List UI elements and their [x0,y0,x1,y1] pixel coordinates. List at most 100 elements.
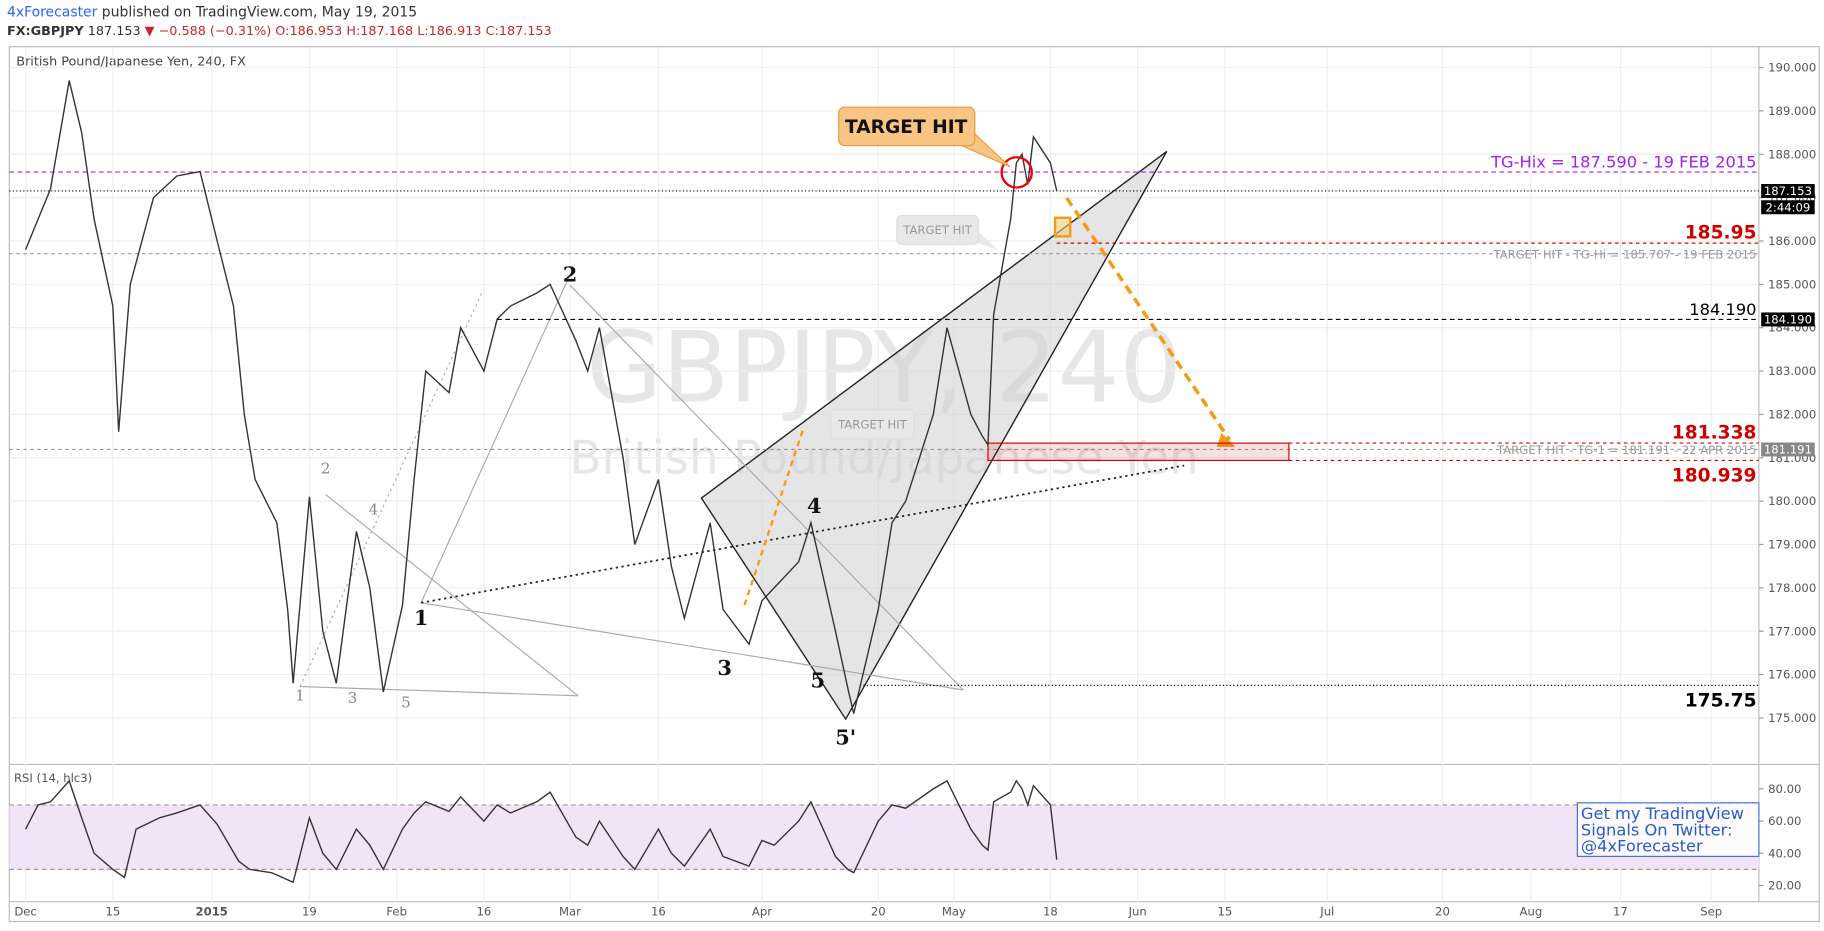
chart-title: British Pound/Japanese Yen, 240, FX [16,54,246,69]
price-tag [1761,312,1815,327]
y-tick-label: 190.000 [1768,61,1816,75]
minor-wave-label: 3 [348,689,358,707]
last-price: 187.153 [88,24,141,39]
published: published on TradingView.com, May 19, 20… [97,4,417,20]
y-tick-label: 180.000 [1768,494,1816,508]
symbol: FX:GBPJPY [7,24,84,39]
trend-line [300,685,579,697]
x-tick-label: May [942,905,966,919]
x-tick-label: Jul [1319,905,1334,919]
high: H:187.168 [346,24,413,39]
hit-box [1053,216,1072,238]
promo-text: Signals On Twitter: [1581,820,1733,839]
x-tick-label: 17 [1613,905,1628,919]
price-tag [1761,442,1815,457]
promo-text: @4xForecaster [1581,837,1703,856]
callout [829,409,915,440]
x-tick-label: 16 [651,905,666,919]
promo-text: Get my TradingView [1581,804,1744,823]
x-tick-label: Jun [1128,905,1147,919]
author: 4xForecaster [7,4,98,20]
x-tick-label: 20 [1435,905,1450,919]
y-tick-label: 185.000 [1768,277,1816,291]
level-label: TG-Hix = 187.590 - 19 FEB 2015 [1490,152,1756,171]
x-tick-label: Sep [1700,905,1722,919]
y-tick-label: 80.00 [1768,782,1801,796]
level-label: 175.75 [1685,690,1757,711]
x-tick-label: 18 [1043,905,1058,919]
minor-wave-label: 1 [295,686,305,704]
wave-label: 5 [810,668,825,693]
projection [1065,196,1232,441]
callout-label: TARGET HIT [902,223,973,237]
wave-label: 3 [717,655,732,680]
x-tick-label: Dec [14,905,37,919]
header-line: 4xForecaster published on TradingView.co… [7,4,417,20]
price-line [24,779,1058,884]
price-tag-label: 181.191 [1764,443,1812,457]
x-tick-label: Feb [386,905,407,919]
x-tick-label: 2015 [196,905,228,919]
wave-label: 5' [835,725,856,750]
price-tag-label: 187.153 [1764,184,1812,198]
level-label: 185.95 [1685,222,1757,243]
trend-line [421,602,964,691]
promo-box [1576,802,1760,857]
minor-wave-label: 4 [369,500,379,518]
y-tick-label: 20.00 [1768,879,1801,893]
price-tag [1761,200,1815,215]
low: L:186.913 [417,24,481,39]
callout-label: TARGET HIT [845,117,968,138]
y-tick-label: 182.000 [1768,407,1816,421]
level-label: TARGET HIT - TG-Hi = 185.707 - 19 FEB 20… [1492,247,1756,261]
markers: TARGET HIT TARGET HIT TARGET HIT 1 2 3 4… [295,106,1072,750]
x-tick-label: 15 [1218,905,1233,919]
trend-line [569,284,964,691]
y-tick-label: 60.00 [1768,814,1801,828]
wave-label: 4 [807,493,822,518]
wave-label: 1 [414,605,429,630]
y-tick-label: 178.000 [1768,581,1816,595]
price-tag [1761,183,1815,198]
open: O:186.953 [275,24,342,39]
callout [838,106,976,147]
wave-label: 2 [563,262,578,287]
x-tick-label: Aug [1520,905,1543,919]
x-tick-label: 16 [477,905,492,919]
change: ▼ −0.588 (−0.31%) [145,24,272,39]
promo: Get my TradingView Signals On Twitter: @… [1576,802,1760,857]
x-tick-label: Apr [752,905,772,919]
price-tag-label: 2:44:09 [1766,200,1811,214]
hit-circle [1000,156,1033,189]
level-label: 184.190 [1689,300,1756,319]
grid: Dec 15 2015 19 Feb 16 Mar 16 Apr 20 May 18 Jun 15 Jul 2… [9,46,1816,919]
x-tick-label: 19 [302,905,317,919]
y-tick-label: 175.000 [1768,711,1816,725]
rsi-band [9,804,1759,870]
wedge [700,150,1168,721]
y-tick-label: 186.000 [1768,234,1816,248]
target-zone [987,442,1290,461]
y-tick-label: 189.000 [1768,104,1816,118]
quote-line: FX:GBPJPY 187.153 ▼ −0.588 (−0.31%) O:18… [7,24,552,39]
y-tick-label: 188.000 [1768,147,1816,161]
y-tick-label: 177.000 [1768,624,1816,638]
minor-wave-label: 5 [401,693,411,711]
x-tick-label: 20 [871,905,886,919]
level-label: 180.939 [1672,465,1757,486]
trend-line [420,464,1185,604]
rsi-label: RSI (14, hlc3) [14,771,92,785]
plot: TG-Hix = 187.590 - 19 FEB 2015 185.95 TARG… [9,80,1815,884]
frame [8,46,1820,923]
price-tag-label: 184.190 [1764,313,1812,327]
trend-line [325,494,579,697]
callout [896,214,979,246]
callout-label: TARGET HIT [837,417,908,431]
y-tick-label: 176.000 [1768,668,1816,682]
trend-line [420,274,571,604]
minor-wave-label: 2 [321,460,331,478]
level-label: TARGET HIT - TG-1 = 181.191 - 22 APR 201… [1496,443,1757,457]
y-tick-label: 40.00 [1768,846,1801,860]
x-tick-label: Mar [559,905,581,919]
